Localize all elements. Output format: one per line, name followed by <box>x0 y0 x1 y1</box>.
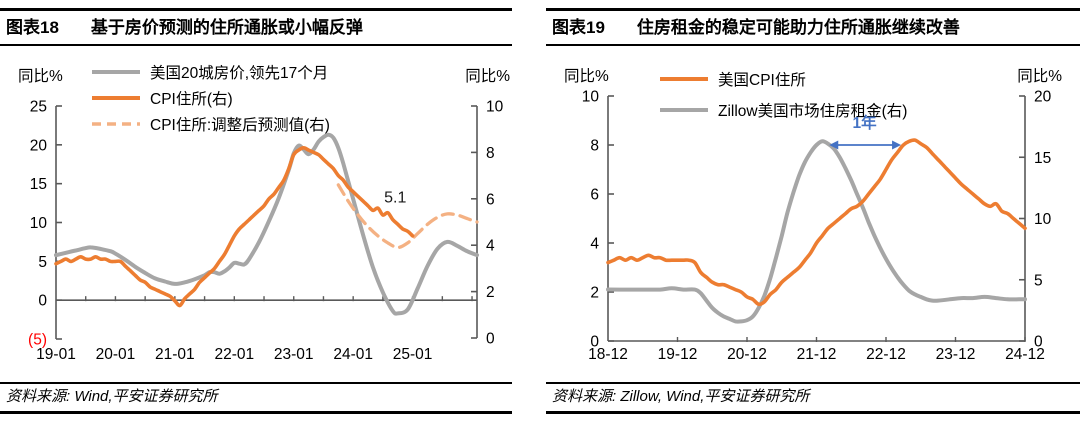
x-axis-tick-label: 18-12 <box>588 346 628 363</box>
x-axis-tick-label: 24-12 <box>1005 346 1045 363</box>
legend-label: 美国20城房价,领先17个月 <box>150 65 329 82</box>
x-axis-tick-label: 24-01 <box>333 346 373 363</box>
legend-line-sample <box>92 96 140 100</box>
legend-label: CPI住所:调整后预测值(右) <box>150 117 330 134</box>
right-axis-tick-label: 0 <box>486 331 495 348</box>
right-axis-tick-label: 8 <box>486 145 495 162</box>
legend-line-sample <box>660 76 708 81</box>
double-arrow-annotation <box>829 140 902 150</box>
left-axis-tick-label: 6 <box>590 187 599 204</box>
right-axis-tick-label: 2 <box>486 284 495 301</box>
right-axis-unit-label: 同比% <box>1017 68 1062 85</box>
right-axis-tick-label: 15 <box>1034 150 1051 167</box>
chart-annotation-text: 5.1 <box>384 189 406 206</box>
series-line <box>336 183 479 250</box>
left-axis-unit-label: 同比% <box>564 68 609 85</box>
x-axis-tick-label: 21-01 <box>155 346 195 363</box>
left-axis-unit-label: 同比% <box>18 68 63 85</box>
legend-item: CPI住所:调整后预测值(右) <box>90 111 330 137</box>
x-axis-tick-label: 23-12 <box>936 346 976 363</box>
x-axis-tick-label: 20-12 <box>727 346 767 363</box>
chart-area-19: 同比% 同比% 美国CPI住所 Zillow美国市场住房租金(右) 10 8 6 4 2 0… <box>546 46 1080 382</box>
legend-label: CPI住所(右) <box>150 91 233 108</box>
series-line <box>54 146 415 308</box>
x-axis-tick-label: 19-01 <box>36 346 76 363</box>
left-axis-tick-label: 8 <box>590 138 599 155</box>
legend-item: 美国20城房价,领先17个月 <box>90 59 330 85</box>
series-line <box>54 132 479 316</box>
legend-item: Zillow美国市场住房租金(右) <box>658 94 907 125</box>
left-axis-tick-label: 2 <box>590 285 599 302</box>
left-axis-tick-label: 0 <box>38 293 47 310</box>
series-group <box>606 138 1027 324</box>
figure-18-header: 图表18 基于房价预测的住所通胀或小幅反弹 <box>0 8 512 46</box>
left-axis-tick-label: 4 <box>590 236 599 253</box>
right-axis-tick-label: 0 <box>1034 334 1043 351</box>
left-axis-tick-label: 5 <box>38 254 47 271</box>
chart-annotation-text: 1年 <box>853 113 878 132</box>
right-axis-tick-label: 5 <box>1034 272 1043 289</box>
x-axis-tick-label: 22-12 <box>866 346 906 363</box>
left-axis-tick-label: 10 <box>30 215 48 232</box>
left-axis-tick-label: 20 <box>30 137 48 154</box>
source-note: 资料来源: Wind,平安证券研究所 <box>0 382 512 414</box>
figure-title: 住房租金的稳定可能助力住所通胀继续改善 <box>636 18 960 37</box>
figure-19-panel: 图表19 住房租金的稳定可能助力住所通胀继续改善 同比% 同比% 美国CPI住所… <box>546 8 1080 428</box>
chart-legend: 美国20城房价,领先17个月 CPI住所(右) CPI住所:调整后预测值(右) <box>90 59 330 137</box>
x-axis-tick-label: 20-01 <box>96 346 136 363</box>
series-line <box>606 139 1027 324</box>
right-axis-tick-label: 6 <box>486 191 495 208</box>
right-axis-unit-label: 同比% <box>465 68 510 85</box>
x-axis-tick-label: 19-12 <box>658 346 698 363</box>
chart-area-18: 同比% 同比% 美国20城房价,领先17个月 CPI住所(右) CPI住所:调整后预… <box>0 46 512 382</box>
legend-label: Zillow美国市场住房租金(右) <box>718 102 908 120</box>
left-axis-tick-label: 0 <box>590 334 599 351</box>
figure-tag: 图表18 <box>6 18 59 37</box>
right-axis-tick-label: 10 <box>486 99 504 116</box>
legend-item: 美国CPI住所 <box>658 63 907 94</box>
x-axis-tick-label: 25-01 <box>393 346 433 363</box>
right-axis-tick-label: 4 <box>486 238 495 255</box>
figure-18-panel: 图表18 基于房价预测的住所通胀或小幅反弹 同比% 同比% 美国20城房价,领先… <box>0 8 512 428</box>
legend-label: 美国CPI住所 <box>718 71 806 89</box>
figure-title: 基于房价预测的住所通胀或小幅反弹 <box>90 18 363 37</box>
source-note: 资料来源: Zillow, Wind,平安证券研究所 <box>546 382 1080 414</box>
x-axis-tick-label: 22-01 <box>214 346 254 363</box>
series-group <box>54 132 479 316</box>
left-axis-tick-label: (5) <box>28 332 47 349</box>
source-text: 资料来源: Wind,平安证券研究所 <box>6 388 218 405</box>
figure-tag: 图表19 <box>552 18 605 37</box>
x-axis-tick-label: 21-12 <box>797 346 837 363</box>
right-axis-tick-label: 10 <box>1034 211 1052 228</box>
left-axis-tick-label: 10 <box>582 89 600 106</box>
left-axis-tick-label: 25 <box>30 99 47 116</box>
legend-line-sample <box>660 107 708 112</box>
source-text: 资料来源: Zillow, Wind,平安证券研究所 <box>552 388 810 405</box>
left-axis-tick-label: 15 <box>30 176 47 193</box>
figure-19-header: 图表19 住房租金的稳定可能助力住所通胀继续改善 <box>546 8 1080 46</box>
chart-legend: 美国CPI住所 Zillow美国市场住房租金(右) <box>658 63 907 125</box>
legend-line-sample <box>92 122 140 126</box>
right-axis-tick-label: 20 <box>1034 89 1052 106</box>
series-line <box>606 138 1027 307</box>
x-axis-tick-label: 23-01 <box>274 346 314 363</box>
legend-item: CPI住所(右) <box>90 85 330 111</box>
legend-line-sample <box>92 70 140 74</box>
